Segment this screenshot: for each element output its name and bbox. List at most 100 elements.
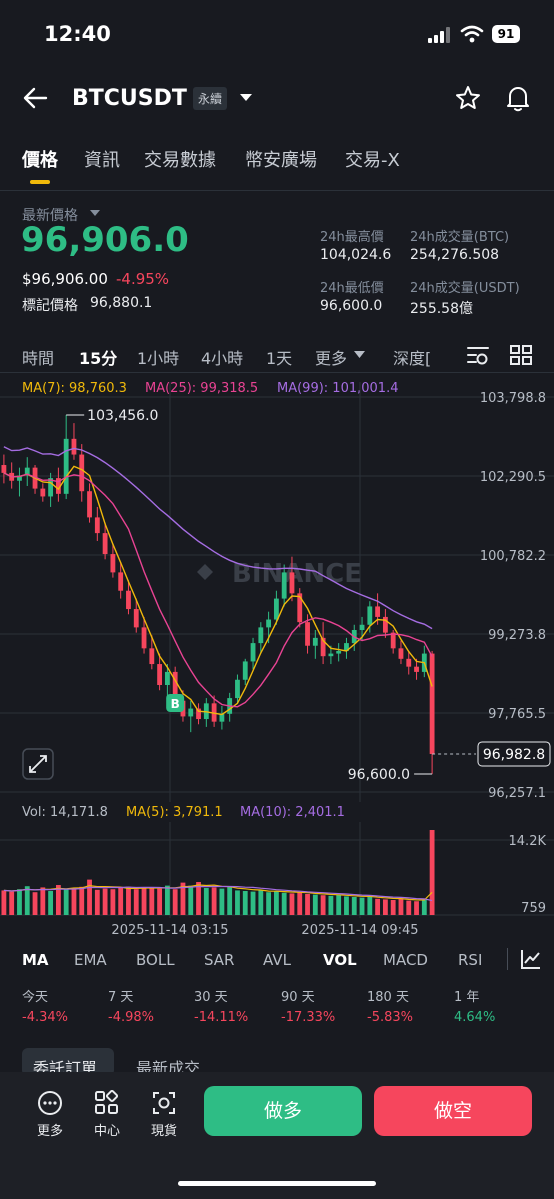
indicator-boll[interactable]: BOLL (136, 951, 175, 969)
volume-bar (126, 886, 131, 915)
timeframe-time[interactable]: 時間 (22, 349, 55, 368)
volume-bar (281, 892, 287, 915)
symbol-title[interactable]: BTCUSDT (72, 86, 187, 111)
perf-period-label: 今天 (22, 990, 49, 1005)
vol-ma5-line (3, 884, 433, 901)
tab-price[interactable]: 價格 (22, 150, 58, 171)
indicator-rsi[interactable]: RSI (458, 951, 483, 969)
last-price-label: 最新價格 (22, 208, 78, 224)
binance-logo-icon (197, 564, 213, 580)
candle (266, 619, 272, 628)
binance-watermark: BINANCE (232, 559, 362, 589)
volume-bar (118, 888, 124, 915)
indicator-macd[interactable]: MACD (383, 951, 428, 969)
candle (24, 467, 30, 476)
candle (126, 590, 131, 610)
current-price-box (477, 741, 551, 767)
volume-bar (235, 890, 240, 915)
candle (219, 713, 225, 722)
tab-binance-square[interactable]: 幣安廣場 (245, 150, 317, 171)
tab-trade-x[interactable]: 交易-X (345, 150, 400, 171)
volume-bar (429, 830, 435, 915)
indicator-chart-icon[interactable] (520, 948, 542, 970)
candle (164, 671, 170, 686)
indicator-sar[interactable]: SAR (204, 951, 235, 969)
candle (242, 661, 248, 680)
nav-hub[interactable]: 中心 (85, 1089, 129, 1139)
change-percent: -4.95% (116, 270, 170, 288)
indicator-ma[interactable]: MA (22, 951, 49, 969)
indicator-ema[interactable]: EMA (74, 951, 107, 969)
candle (17, 475, 22, 481)
volume-bar (48, 891, 54, 915)
volume-legend: Vol: 14,171.8 (22, 805, 108, 820)
volume-bar (94, 889, 100, 915)
volume-chart[interactable]: 14.2K 759 2025-11-14 03:15 2025-11-14 09:45 (0, 822, 554, 942)
current-price-label: 96,982.8 (483, 747, 545, 763)
nav-spot[interactable]: 現貨 (142, 1090, 186, 1139)
candle (344, 643, 349, 651)
perf-period-value: -17.33% (281, 1010, 336, 1025)
timeframe-15m[interactable]: 15分 (79, 349, 118, 368)
divider (507, 948, 508, 970)
status-time: 12:40 (44, 22, 111, 46)
bell-icon[interactable] (505, 84, 531, 112)
timeframe-more[interactable]: 更多 (315, 349, 348, 368)
volume-bar (17, 889, 22, 915)
candle (102, 533, 108, 555)
caret-down-icon[interactable] (90, 210, 100, 217)
candle (359, 624, 365, 631)
short-button[interactable]: 做空 (374, 1086, 532, 1136)
indicator-avl[interactable]: AVL (263, 951, 291, 969)
vol-btc-label: 24h成交量(BTC) (410, 230, 510, 245)
timeframe-depth[interactable]: 深度[ (393, 349, 432, 368)
volume-bar (32, 892, 38, 915)
candle (312, 637, 318, 646)
grid-layout-icon[interactable] (510, 345, 532, 365)
price-axis-label: 96,257.1 (488, 786, 546, 801)
candle (382, 616, 388, 633)
chart-settings-icon[interactable] (466, 344, 490, 366)
volume-bar (87, 879, 92, 915)
price-axis-label: 102,290.5 (480, 470, 546, 485)
candle (289, 572, 295, 594)
volume-bar (398, 898, 404, 915)
volume-bar (141, 888, 147, 915)
timeframe-1h[interactable]: 1小時 (137, 349, 180, 368)
indicator-vol[interactable]: VOL (323, 951, 357, 969)
expand-icon[interactable] (22, 748, 54, 780)
volume-bar (328, 895, 334, 915)
candle (71, 438, 77, 455)
caret-down-icon[interactable] (354, 351, 365, 359)
nav-more[interactable]: 更多 (28, 1090, 72, 1139)
divider (0, 372, 554, 373)
tab-info[interactable]: 資訊 (84, 150, 120, 171)
long-button[interactable]: 做多 (204, 1086, 362, 1136)
candle (305, 622, 310, 646)
cellular-signal-icon (428, 27, 454, 43)
candle (320, 637, 326, 657)
volume-bar (336, 894, 342, 915)
back-arrow-icon[interactable] (22, 86, 48, 110)
star-icon[interactable] (455, 85, 481, 111)
tab-trading-data[interactable]: 交易數據 (144, 150, 216, 171)
price-chart[interactable]: BINANCE 103,798.8 102,290.5 100,782.2 99,273… (0, 372, 554, 802)
candle (48, 478, 54, 497)
candle (110, 554, 116, 573)
candle (328, 653, 334, 657)
candle (196, 708, 201, 720)
volume-bar (266, 892, 272, 915)
volume-bar (1, 890, 7, 915)
timeframe-1d[interactable]: 1天 (266, 349, 293, 368)
battery-indicator: 91 (492, 25, 520, 43)
timeframe-4h[interactable]: 4小時 (201, 349, 244, 368)
candle (188, 708, 194, 717)
perf-period-label: 180 天 (367, 990, 409, 1005)
low-marker-label: 96,600.0 (348, 767, 410, 783)
volume-bar (289, 893, 295, 915)
hub-icon (95, 1089, 119, 1114)
volume-bar (297, 892, 303, 915)
caret-down-icon[interactable] (239, 93, 253, 103)
candle (250, 643, 256, 662)
volume-bar (375, 898, 381, 915)
